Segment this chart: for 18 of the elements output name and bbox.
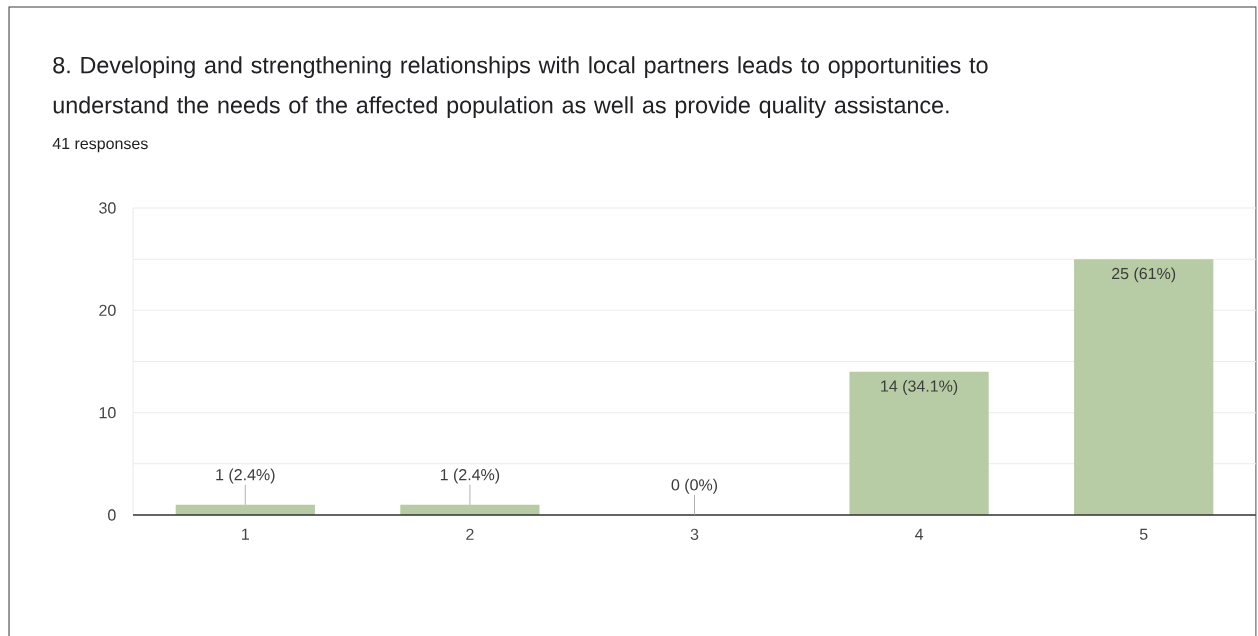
x-tick-label: 5 — [1139, 528, 1148, 540]
chart-subtitle: 41 responses — [52, 137, 148, 153]
y-tick-label: 0 — [108, 509, 116, 521]
x-tick-label: 2 — [466, 528, 474, 540]
data-label: 1 (2.4%) — [216, 468, 275, 484]
x-tick-label: 4 — [915, 528, 924, 540]
y-tick-label: 30 — [99, 202, 116, 214]
chart-title: 8. Developing and strengthening relationships with local partners leads to opportunities to understand the needs of the affected population as well as provide quality assistance. — [53, 56, 988, 119]
bar — [849, 371, 989, 515]
data-label: 0 (0%) — [671, 478, 718, 494]
bar — [1074, 259, 1214, 515]
x-tick-label: 3 — [690, 528, 699, 541]
data-label: 14 (34.1%) — [881, 380, 958, 395]
y-tick-label: 10 — [99, 407, 116, 419]
x-tick-label: 1 — [242, 528, 249, 540]
y-tick-label: 20 — [99, 304, 116, 316]
data-label: 25 (61%) — [1112, 267, 1176, 283]
data-label: 1 (2.4%) — [440, 468, 500, 484]
